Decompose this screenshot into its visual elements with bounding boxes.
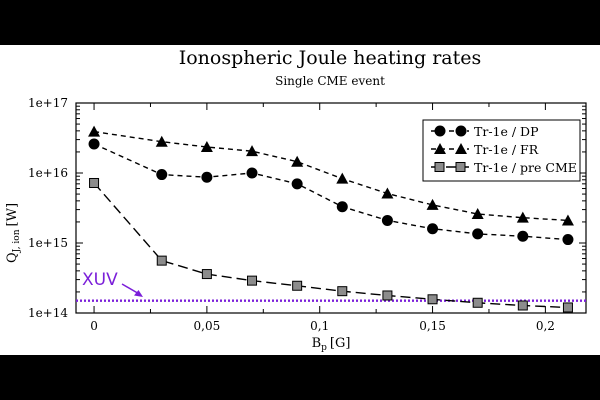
data-point-fr <box>516 211 529 223</box>
data-point-fr <box>155 135 168 147</box>
data-point-dp <box>291 178 303 190</box>
chart-title: Ionospheric Joule heating rates <box>179 47 482 69</box>
legend-label-dp: Tr-1e / DP <box>474 124 538 139</box>
legend-marker-fr <box>434 143 446 154</box>
series-group <box>76 125 586 313</box>
data-point-fr <box>200 141 213 153</box>
data-point-fr <box>291 155 304 167</box>
data-point-pre-cme <box>472 297 483 308</box>
data-point-pre-cme <box>292 280 303 291</box>
data-point-pre-cme <box>156 255 167 266</box>
x-tick-label: 0,2 <box>536 319 555 333</box>
legend: Tr-1e / DP Tr-1e / FR Tr-1e / pre CME <box>422 119 581 182</box>
x-axis-label-main: B <box>312 336 322 351</box>
plot-frame <box>75 102 587 314</box>
legend-box <box>422 119 581 182</box>
y-axis-label-unit: [W] <box>5 203 20 227</box>
data-point-pre-cme <box>382 290 393 301</box>
y-tick-label: 1e+15 <box>28 236 68 250</box>
xuv-arrow-head <box>134 290 143 297</box>
legend-marker-pre <box>434 162 445 172</box>
data-point-dp <box>246 167 258 179</box>
data-point-pre-cme <box>89 177 100 188</box>
y-tick-label: 1e+14 <box>28 306 68 320</box>
x-axis-label-sub: p <box>321 343 327 353</box>
data-point-fr <box>88 125 101 137</box>
data-point-pre-cme <box>562 302 573 313</box>
axes-group: 0 0,05 0,1 0,15 0,2 1e+14 1e+15 1e+16 1e+17 <box>28 96 587 333</box>
data-point-pre-cme <box>517 300 528 311</box>
data-point-fr <box>246 145 259 157</box>
chart-subtitle: Single CME event <box>275 74 385 88</box>
data-point-dp <box>562 234 574 246</box>
legend-label-fr: Tr-1e / FR <box>474 142 539 157</box>
data-point-pre-cme <box>427 294 438 305</box>
y-axis-label-sub: J, ion <box>12 229 22 253</box>
data-point-dp <box>88 138 100 150</box>
data-point-fr <box>381 187 394 199</box>
x-tick-label: 0,05 <box>194 319 221 333</box>
x-tick-label: 0 <box>90 319 98 333</box>
legend-marker-pre-2 <box>455 162 466 172</box>
legend-marker-dp <box>434 125 446 137</box>
y-tick-label: 1e+17 <box>28 96 68 110</box>
data-point-dp <box>156 169 168 181</box>
data-point-fr <box>561 214 574 226</box>
data-point-dp <box>427 223 439 235</box>
y-tick-label: 1e+16 <box>28 166 68 180</box>
data-point-fr <box>471 207 484 219</box>
legend-marker-fr-2 <box>455 143 467 154</box>
xuv-annotation-label: XUV <box>82 270 118 290</box>
data-point-pre-cme <box>201 269 212 280</box>
series-line-2 <box>93 182 568 309</box>
chart-panel: Ionospheric Joule heating rates Single C… <box>0 45 600 355</box>
y-axis-label: QJ, ion [W] <box>5 203 22 263</box>
y-axis-label-main: Q <box>5 252 20 263</box>
chart-svg: Ionospheric Joule heating rates Single C… <box>5 47 587 353</box>
data-point-dp <box>472 228 484 240</box>
x-axis-label-unit: [G] <box>330 336 351 351</box>
data-point-dp <box>336 201 348 213</box>
data-point-dp <box>381 214 393 226</box>
legend-label-pre: Tr-1e / pre CME <box>474 160 577 175</box>
data-point-dp <box>201 171 213 183</box>
x-axis-label: Bp [G] <box>312 336 351 353</box>
x-tick-label: 0,1 <box>310 319 329 333</box>
data-point-pre-cme <box>337 286 348 297</box>
x-tick-label: 0,15 <box>419 319 446 333</box>
data-point-dp <box>517 230 529 242</box>
data-point-pre-cme <box>247 275 258 286</box>
legend-marker-dp-2 <box>455 125 467 137</box>
data-point-fr <box>336 172 349 184</box>
data-point-fr <box>426 198 439 210</box>
